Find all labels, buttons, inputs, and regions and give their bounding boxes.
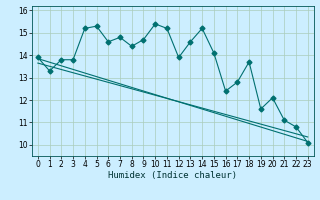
X-axis label: Humidex (Indice chaleur): Humidex (Indice chaleur) (108, 171, 237, 180)
